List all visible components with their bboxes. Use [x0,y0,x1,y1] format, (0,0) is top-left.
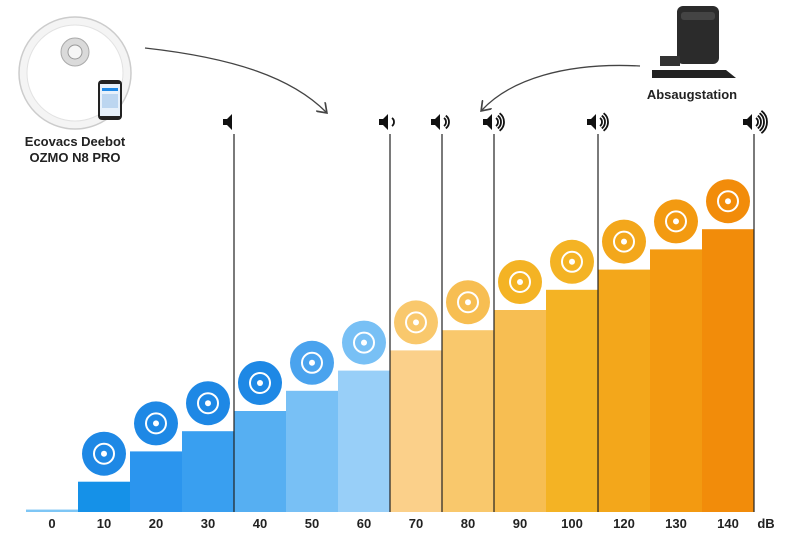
whisper-icon [186,381,230,426]
washing-machine-icon [394,300,438,345]
refrigerator-icon [238,361,282,405]
tick-label-140: 140 [717,516,739,531]
tick-label-20: 20 [149,516,163,531]
tick-label-80: 80 [461,516,475,531]
robot-label-line2: OZMO N8 PRO [29,150,121,165]
bar-140 [702,229,754,512]
tick-label-50: 50 [305,516,319,531]
tick-label-130: 130 [665,516,687,531]
rain-icon [290,340,334,385]
tick-label-70: 70 [409,516,423,531]
bar-0 [26,509,78,512]
robot-arrow [144,47,326,112]
tick-label-100: 100 [561,516,583,531]
bar-60 [338,370,390,512]
bar-130 [650,249,702,512]
bar-30 [182,431,234,512]
fireworks-icon [706,179,750,224]
station-label: Absaugstation [646,87,738,102]
tick-label-10: 10 [97,516,111,531]
suction-station-image [652,6,736,78]
speaker-icon [223,114,232,130]
robot-label: Ecovacs Deebot OZMO N8 PRO [10,134,140,166]
bar-120 [598,269,650,512]
police-car-icon [654,199,698,244]
speaker-icon [587,112,609,132]
bar-100 [546,289,598,512]
robot-label-line1: Ecovacs Deebot [24,134,126,149]
lungs-icon [82,431,126,476]
bar-10 [78,481,130,512]
station-arrow [482,64,641,110]
tick-label-30: 30 [201,516,215,531]
speaker-icon [379,114,395,130]
bar-50 [286,390,338,512]
bar-90 [494,310,546,512]
unit-label: dB [757,516,774,531]
trombone-icon [602,219,646,264]
tick-label-90: 90 [513,516,527,531]
tick-label-0: 0 [48,516,55,531]
bar-40 [234,411,286,512]
bar-70 [390,350,442,512]
bar-80 [442,330,494,512]
hairdryer-icon [498,260,542,304]
robot-vacuum-image [18,16,132,130]
tick-label-40: 40 [253,516,267,531]
piano-icon [446,280,490,325]
speaker-icon [483,112,505,132]
speaker-icon [743,110,768,134]
tick-label-60: 60 [357,516,371,531]
speech-bubbles-icon [342,320,386,365]
bar-20 [130,451,182,512]
coffee-machine-icon [550,239,594,284]
tick-label-120: 120 [613,516,635,531]
speaker-icon [431,114,450,130]
leaves-icon [134,401,178,446]
